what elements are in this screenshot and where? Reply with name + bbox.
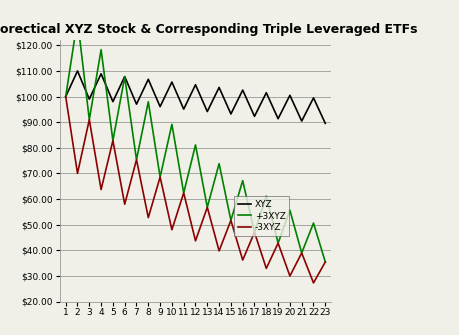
- Line: +3XYZ: +3XYZ: [66, 20, 325, 262]
- +3XYZ: [263, 194, 269, 198]
- -3XYZ: [310, 281, 316, 285]
- -3XYZ: [263, 266, 269, 270]
- XYZ: [263, 91, 269, 95]
- +3XYZ: [286, 208, 292, 212]
- -3XYZ: [240, 258, 245, 262]
- XYZ: [157, 105, 162, 109]
- -3XYZ: [298, 251, 304, 255]
- -3XYZ: [74, 172, 80, 176]
- +3XYZ: [240, 179, 245, 183]
- -3XYZ: [145, 216, 151, 220]
- -3XYZ: [204, 205, 210, 209]
- Line: XYZ: XYZ: [66, 71, 325, 123]
- -3XYZ: [286, 274, 292, 278]
- +3XYZ: [63, 94, 68, 98]
- -3XYZ: [228, 218, 233, 222]
- XYZ: [216, 85, 221, 89]
- XYZ: [110, 99, 115, 104]
- -3XYZ: [180, 191, 186, 195]
- XYZ: [240, 88, 245, 92]
- +3XYZ: [157, 175, 162, 179]
- -3XYZ: [86, 118, 92, 122]
- -3XYZ: [192, 239, 198, 243]
- XYZ: [86, 97, 92, 101]
- +3XYZ: [169, 122, 174, 126]
- XYZ: [180, 107, 186, 111]
- +3XYZ: [204, 205, 210, 209]
- +3XYZ: [145, 100, 151, 104]
- XYZ: [134, 102, 139, 106]
- XYZ: [74, 69, 80, 73]
- +3XYZ: [322, 260, 327, 264]
- -3XYZ: [251, 230, 257, 234]
- +3XYZ: [251, 230, 257, 234]
- XYZ: [98, 72, 104, 76]
- +3XYZ: [110, 139, 115, 143]
- +3XYZ: [134, 158, 139, 162]
- XYZ: [322, 121, 327, 125]
- +3XYZ: [180, 191, 186, 195]
- XYZ: [204, 110, 210, 114]
- XYZ: [286, 93, 292, 97]
- Legend: XYZ, +3XYZ, -3XYZ: XYZ, +3XYZ, -3XYZ: [234, 196, 289, 236]
- +3XYZ: [310, 221, 316, 225]
- +3XYZ: [122, 75, 127, 79]
- -3XYZ: [322, 260, 327, 264]
- XYZ: [251, 114, 257, 118]
- +3XYZ: [298, 251, 304, 255]
- XYZ: [275, 117, 280, 121]
- Line: -3XYZ: -3XYZ: [66, 96, 325, 283]
- XYZ: [122, 75, 127, 79]
- XYZ: [310, 96, 316, 100]
- XYZ: [298, 119, 304, 123]
- +3XYZ: [98, 48, 104, 52]
- XYZ: [169, 80, 174, 84]
- -3XYZ: [122, 202, 127, 206]
- +3XYZ: [192, 143, 198, 147]
- XYZ: [63, 94, 68, 98]
- +3XYZ: [74, 18, 80, 22]
- XYZ: [145, 77, 151, 81]
- -3XYZ: [275, 241, 280, 245]
- -3XYZ: [216, 249, 221, 253]
- +3XYZ: [228, 218, 233, 222]
- XYZ: [192, 83, 198, 87]
- +3XYZ: [275, 241, 280, 245]
- +3XYZ: [86, 118, 92, 122]
- -3XYZ: [169, 228, 174, 232]
- +3XYZ: [216, 161, 221, 165]
- Title: Theorectical XYZ Stock & Corresponding Triple Leveraged ETFs: Theorectical XYZ Stock & Corresponding T…: [0, 23, 416, 36]
- -3XYZ: [157, 175, 162, 179]
- -3XYZ: [110, 139, 115, 143]
- -3XYZ: [98, 188, 104, 192]
- -3XYZ: [134, 158, 139, 162]
- -3XYZ: [63, 94, 68, 98]
- XYZ: [228, 112, 233, 116]
